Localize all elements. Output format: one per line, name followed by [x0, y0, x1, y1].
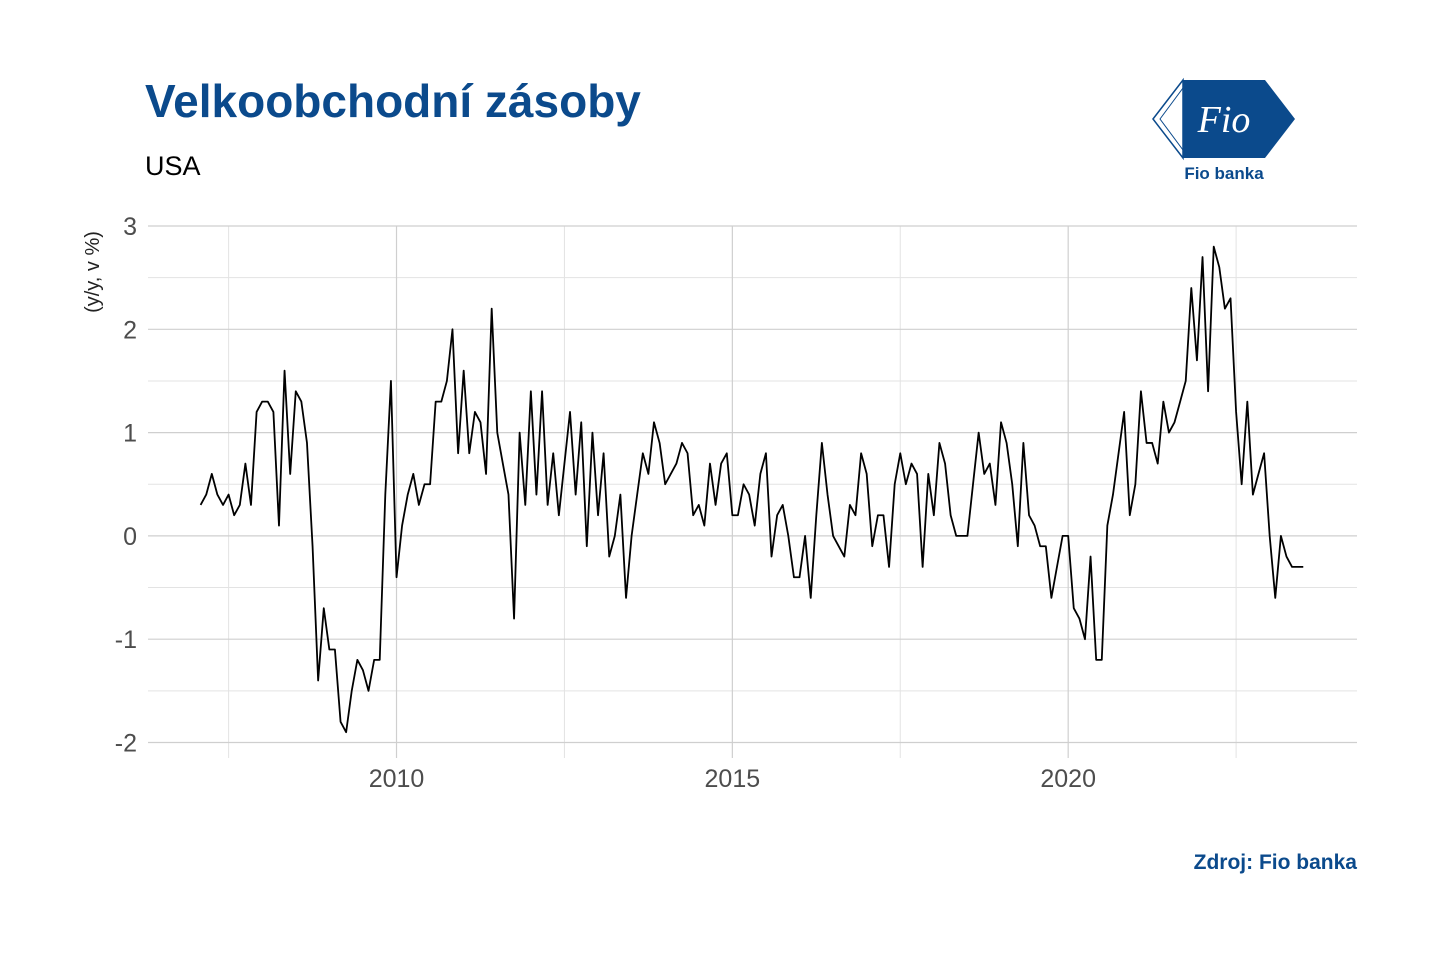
- plot-area: [199, 245, 1304, 734]
- logo-mark: Fio: [1197, 99, 1251, 141]
- logo-shape: [1183, 80, 1295, 158]
- grid: -2 -1 0 1 2 3 2010 2015 2020: [115, 213, 1357, 793]
- logo-shape: [1159, 86, 1184, 152]
- x-tick-label: 2010: [369, 765, 425, 793]
- x-tick-label: 2015: [705, 765, 761, 793]
- y-tick-label: 2: [123, 316, 137, 344]
- chart-subtitle: USA: [145, 151, 201, 181]
- y-tick-label: 1: [123, 420, 137, 448]
- y-axis-label: (y/y, v %): [82, 231, 104, 313]
- chart-title: Velkoobchodní zásoby: [145, 75, 641, 127]
- x-tick-label: 2020: [1040, 765, 1096, 793]
- y-tick-label: 3: [123, 213, 137, 241]
- logo-name: Fio banka: [1184, 164, 1264, 183]
- data-line: [199, 245, 1304, 734]
- y-tick-label: -2: [115, 730, 137, 758]
- source-note: Zdroj: Fio banka: [1194, 851, 1358, 874]
- y-tick-label: -1: [115, 626, 137, 654]
- y-tick-label: 0: [123, 523, 137, 551]
- logo: Fio Fio banka: [1152, 77, 1295, 183]
